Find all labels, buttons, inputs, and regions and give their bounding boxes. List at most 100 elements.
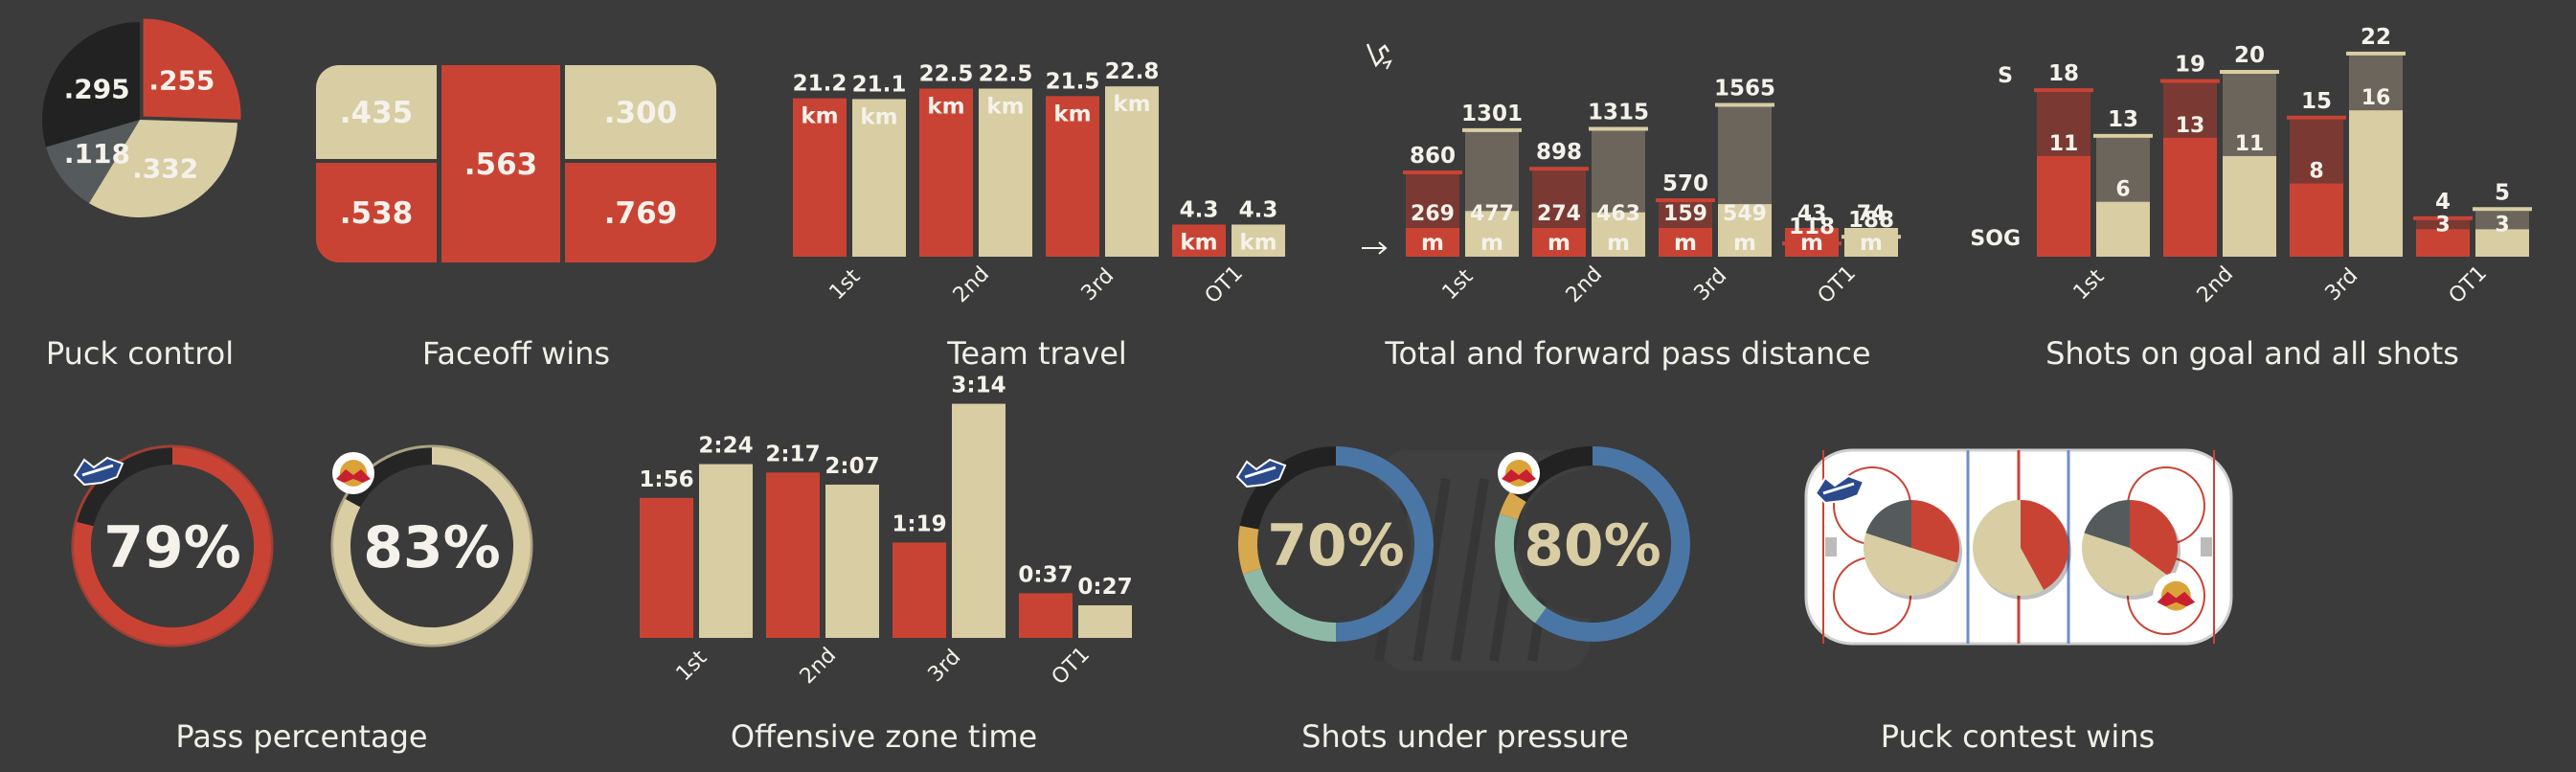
squiggle-head	[1382, 59, 1392, 70]
sog-value: 11	[2049, 132, 2079, 156]
oz-category: OT1	[1048, 643, 1095, 690]
travel-unit: km	[801, 104, 838, 129]
wild-wings-logo	[73, 456, 124, 487]
shots-legend-sog: SOG	[1970, 227, 2021, 251]
shots-value: 19	[2175, 53, 2205, 78]
pass-distance-title: Total and forward pass distance	[1384, 335, 1870, 372]
logo-stripe	[1822, 482, 1855, 495]
shots-value: 15	[2301, 89, 2332, 114]
zone-pie-slice	[1973, 500, 2045, 596]
shots-chart: 18111361st191320112nd15822163rd4353OT1SS…	[1970, 25, 2532, 308]
shots-sog-bar	[2290, 183, 2343, 257]
oz-bar	[952, 403, 1006, 638]
pass-forward-value: 549	[1723, 202, 1767, 226]
pass-percentage-title: Pass percentage	[175, 718, 427, 755]
pass-category: 2nd	[1562, 262, 1607, 307]
travel-bar	[1172, 224, 1226, 257]
oz-value: 2:24	[698, 434, 753, 459]
travel-unit: km	[986, 95, 1024, 120]
pass-unit: m	[1860, 231, 1883, 256]
zone-pie-slice	[1865, 500, 1911, 548]
pie-slice	[46, 120, 140, 204]
shots-category: 1st	[2069, 264, 2110, 305]
zone-pie-slice	[2130, 500, 2178, 577]
pass-direction-arrow-icon	[1362, 241, 1388, 255]
squiggle-shape	[1366, 43, 1390, 68]
pass-squiggle-icon	[1366, 43, 1392, 70]
shots-pressure-title: Shots under pressure	[1301, 718, 1629, 755]
pass-forward-bar	[1465, 211, 1519, 257]
zone-pie-slice	[2084, 500, 2130, 548]
shots-sog-bar	[2349, 110, 2403, 257]
team-travel-chart: 21.2 km 21.1 km 1st 22.5 km 22.5 km 2nd 21.5 km 22.8…	[793, 59, 1285, 308]
sog-value: 16	[2361, 86, 2391, 110]
travel-bar	[852, 99, 906, 257]
travel-category: 1st	[825, 264, 866, 305]
puck-control-title: Puck control	[46, 335, 234, 372]
sog-value: 3	[2495, 213, 2509, 237]
pressure-ring-segment	[1495, 513, 1548, 624]
pass-forward-bar	[1785, 228, 1839, 257]
wild-wings-logo	[1235, 458, 1287, 488]
oz-value: 1:19	[892, 511, 946, 536]
shots-category: OT1	[2445, 261, 2492, 308]
pass-forward-bar	[1659, 228, 1712, 257]
slice-label: .118	[64, 138, 130, 170]
puck-contest-title: Puck contest wins	[1881, 718, 2155, 755]
pass-total-value: 1315	[1588, 101, 1649, 125]
pass-forward-value: 159	[1663, 202, 1707, 226]
pass-total-cap	[1589, 126, 1648, 131]
faceoff-cell	[565, 65, 716, 159]
pass-ring-outline	[330, 444, 533, 647]
shots-sog-bar	[2096, 201, 2150, 257]
net-line	[1412, 478, 1451, 662]
sog-value: 3	[2435, 213, 2450, 237]
logo-stripe	[81, 464, 114, 477]
pressure-ring-segment	[1335, 446, 1434, 642]
pass-total-value: 570	[1662, 171, 1708, 196]
shots-sog-bar	[2037, 155, 2090, 257]
travel-unit: km	[1113, 92, 1150, 117]
oz-bar	[825, 484, 879, 638]
shots-category: 2nd	[2193, 262, 2238, 307]
travel-category: 3rd	[1077, 264, 1119, 307]
pass-total-cap	[1403, 170, 1462, 174]
pass-percentage-value: 79%	[103, 514, 241, 581]
faceoff-cell	[316, 65, 437, 159]
pass-total-value: 1301	[1461, 102, 1523, 126]
faceoff-cell-label: .538	[340, 196, 414, 231]
faceoff-cell-label: .563	[464, 148, 538, 182]
pass-forward-value: 74	[1857, 202, 1887, 226]
puck-contest-chart	[1804, 448, 2233, 646]
travel-value: 22.5	[979, 62, 1033, 87]
oz-value: 3:14	[951, 374, 1006, 398]
pass-ring-outline	[71, 444, 274, 647]
logo-bulls	[336, 469, 371, 483]
oz-category: 1st	[672, 646, 712, 686]
oz-value: 0:37	[1018, 562, 1073, 587]
oz-bar	[766, 472, 820, 638]
zone-pie-slice	[1864, 533, 1957, 596]
oz-bar	[893, 542, 946, 638]
pass-total-cap	[1715, 102, 1774, 107]
travel-unit: km	[1239, 230, 1277, 255]
oz-time-chart: 1:562:24 1st 2:17 2:07 2nd 1:19 3:14 3rd 0:37 0:2…	[639, 374, 1132, 691]
travel-value: 21.5	[1046, 69, 1100, 94]
oz-time-title: Offensive zone time	[731, 718, 1037, 755]
pass-forward-bar	[1718, 204, 1772, 257]
shots-pressure-chart: 70% 80%	[1235, 446, 1690, 670]
zone-pie-slice	[2082, 533, 2169, 596]
red-bull-logo	[1498, 452, 1540, 494]
puck-control-chart: .255 .332.118 .295	[41, 18, 241, 217]
shots-cap	[2346, 51, 2406, 56]
goal-crease	[2201, 537, 2212, 556]
pass-unit: m	[1480, 231, 1503, 256]
pass-category: 3rd	[1690, 264, 1732, 307]
faceoff-wins-title: Faceoff wins	[422, 335, 610, 372]
pass-total-value: 1565	[1714, 77, 1775, 102]
team-travel-title: Team travel	[946, 335, 1127, 372]
oz-category: 3rd	[924, 646, 966, 688]
travel-value: 4.3	[1239, 197, 1278, 222]
net-line	[1451, 478, 1489, 662]
pressure-ring-segment	[1499, 491, 1526, 520]
